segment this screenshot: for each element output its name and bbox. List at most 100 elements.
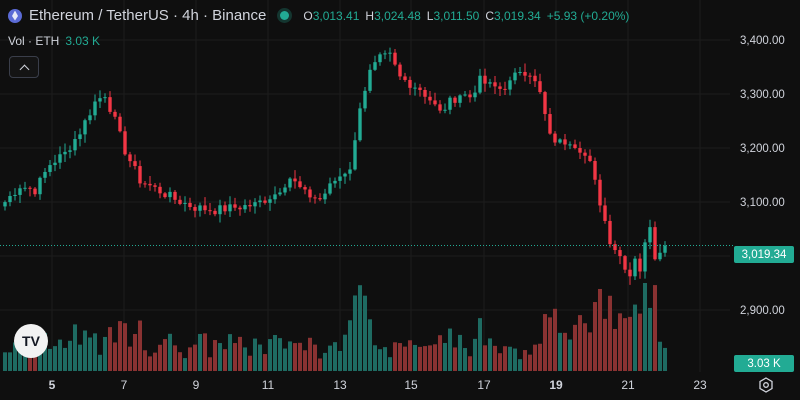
volume-bar (593, 302, 597, 371)
candle-body (253, 202, 257, 207)
volume-bar (303, 350, 307, 371)
candle-body (118, 116, 122, 132)
volume-bar (418, 346, 422, 371)
volume-bar (138, 320, 142, 371)
candle-body (153, 185, 157, 187)
volume-bar (568, 339, 572, 371)
candle-body (598, 179, 602, 206)
settings-icon[interactable] (758, 377, 774, 393)
candle-body (403, 76, 407, 80)
volume-bar (163, 339, 167, 371)
volume-bar (498, 353, 502, 371)
volume-bar (113, 342, 117, 371)
candle-body (113, 111, 117, 117)
low-value: 3,011.50 (433, 8, 480, 23)
candle-body (3, 202, 7, 207)
volume-bar (423, 346, 427, 371)
volume-bar (573, 324, 577, 371)
ohlc-values: O 3,013.41 H 3,024.48 L 3,011.50 C 3,019.34 … (297, 9, 629, 23)
candle-body (88, 115, 92, 121)
candle-body (543, 92, 547, 115)
volume-label[interactable]: Vol · ETH (8, 34, 60, 48)
volume-bar (193, 344, 197, 371)
candle-body (373, 62, 377, 70)
volume-bar (288, 341, 292, 371)
candle-body (413, 87, 417, 89)
volume-bar (143, 350, 147, 371)
time-tick-label: 21 (621, 378, 635, 392)
volume-bar (33, 346, 37, 371)
volume-bar (53, 346, 57, 371)
volume-bar (533, 344, 537, 371)
candle-body (303, 187, 307, 190)
volume-bar (13, 342, 17, 371)
volume-bar (363, 295, 367, 371)
volume-bar (158, 344, 162, 371)
last-price-label: 3,019.34 (734, 246, 794, 263)
volume-bar (643, 283, 647, 371)
time-tick-label: 5 (49, 378, 56, 392)
candle-body (528, 75, 532, 77)
candle-body (148, 183, 152, 186)
candle-body (213, 210, 217, 215)
candle-body (438, 104, 442, 111)
candle-body (518, 71, 522, 73)
candle-body (603, 205, 607, 221)
symbol-title[interactable]: Ethereum / TetherUS · 4h · Binance (29, 7, 267, 24)
volume-bar (588, 332, 592, 371)
candle-body (318, 198, 322, 200)
volume-bar (443, 342, 447, 371)
candlesticks (3, 47, 667, 285)
candle-body (508, 80, 512, 90)
time-axis[interactable]: 5 7 9 11 13 15 17 19 21 23 (49, 378, 707, 392)
candle-body (223, 205, 227, 212)
candle-body (208, 210, 212, 212)
volume-bar (73, 324, 77, 371)
volume-bar (268, 339, 272, 371)
volume-bar (608, 295, 612, 371)
market-status-icon (280, 11, 290, 20)
candle-body (58, 154, 62, 163)
volume-bar (603, 318, 607, 371)
candle-body (178, 199, 182, 204)
candle-body (468, 94, 472, 98)
time-tick-label: 15 (404, 378, 418, 392)
candle-body (193, 207, 197, 211)
volume-bar (503, 346, 507, 371)
time-tick-label: 9 (193, 378, 200, 392)
candle-body (228, 204, 232, 212)
volume-bar (353, 295, 357, 371)
volume-bar (628, 316, 632, 371)
volume-bar (68, 340, 72, 371)
candle-body (523, 71, 527, 76)
volume-bar (408, 340, 412, 371)
volume-bar (453, 347, 457, 371)
volume-bar (43, 332, 47, 371)
candle-body (548, 114, 552, 134)
last-volume-label: 3.03 K (734, 355, 794, 372)
tradingview-logo[interactable]: TV (14, 324, 48, 358)
volume-bar (243, 347, 247, 371)
volume-bar (598, 288, 602, 371)
candle-body (238, 207, 242, 210)
candle-body (198, 205, 202, 211)
volume-bar (388, 357, 392, 371)
volume-legend: Vol · ETH 3.03 K (8, 34, 100, 48)
volume-bar (48, 348, 52, 371)
candle-body (483, 75, 487, 84)
volume-bar (618, 313, 622, 371)
price-axis[interactable]: 3,400.003,300.003,200.003,100.003,000.00… (740, 35, 785, 317)
candle-body (583, 152, 587, 156)
volume-bar (213, 340, 217, 371)
candle-body (463, 94, 467, 96)
volume-bar (88, 337, 92, 371)
candle-body (333, 180, 337, 184)
volume-bar (78, 344, 82, 371)
volume-bar (218, 343, 222, 371)
volume-bar (483, 345, 487, 371)
candle-body (43, 171, 47, 178)
candle-body (308, 189, 312, 198)
collapse-legend-button[interactable] (9, 56, 39, 78)
volume-bar (63, 347, 67, 371)
